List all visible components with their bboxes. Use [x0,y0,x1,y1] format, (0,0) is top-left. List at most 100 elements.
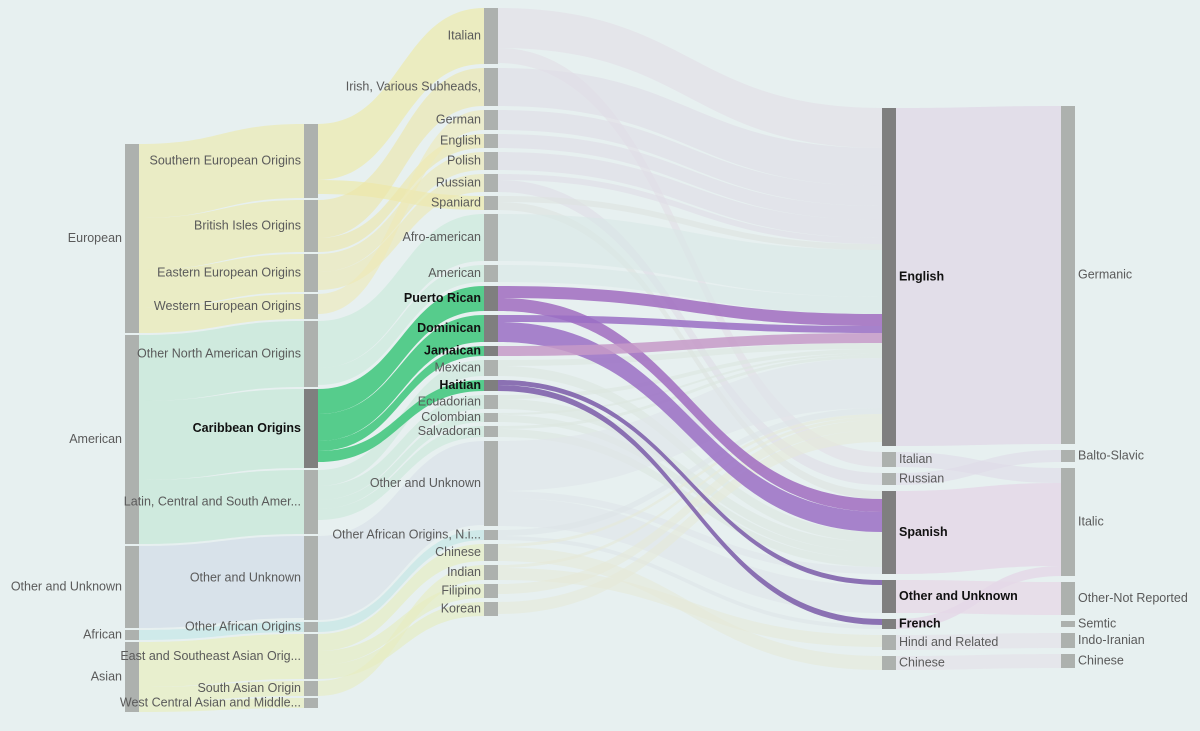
node-label: German [436,112,481,126]
node [125,335,139,544]
link [498,380,882,585]
link [498,265,882,314]
node-label: Chinese [899,655,945,669]
node-label: Indo-Iranian [1078,633,1145,647]
node [882,473,896,485]
link [498,430,882,614]
link [139,294,304,333]
node-label: Hindi and Related [899,635,998,649]
link [498,68,882,186]
node-label: European [68,231,122,245]
node [484,360,498,376]
node-label: Ecuadorian [418,394,481,408]
node-label: Other and Unknown [190,570,301,584]
node [484,441,498,526]
node-label: Southern European Origins [150,153,301,167]
link [498,399,882,552]
node [484,565,498,580]
link [318,565,484,696]
link [498,174,882,244]
node [125,546,139,628]
link [318,110,484,314]
node [1061,633,1075,648]
link [498,417,882,568]
node [125,630,139,640]
link [896,566,1061,629]
node [304,124,318,198]
node [484,584,498,598]
node [1061,582,1075,615]
link [498,568,882,647]
link [498,214,882,297]
link [498,333,882,356]
node [882,635,896,650]
node-label: Indian [447,565,481,579]
node-label: Eastern European Origins [157,265,301,279]
node [304,536,318,620]
link [318,68,484,238]
node-label: American [428,266,481,280]
node [304,470,318,534]
node-label: Other African Origins [185,619,301,633]
node [1061,654,1075,668]
node [882,491,896,574]
node [882,656,896,670]
node [484,413,498,422]
link [139,536,304,628]
link [139,321,304,401]
node-label: Italic [1078,514,1104,528]
node [484,395,498,409]
link [498,286,882,326]
node [484,286,498,311]
node-label: Other and Unknown [11,579,122,593]
node-label: Caribbean Origins [193,421,301,435]
link [318,174,484,290]
node-label: Other and Unknown [899,589,1018,603]
node [1061,106,1075,444]
node-label: Salvadoran [418,424,481,438]
node [1061,468,1075,576]
link [139,622,304,640]
node-label: East and Southeast Asian Orig... [120,649,301,663]
node-label: American [69,432,122,446]
node [484,174,498,192]
link [139,634,304,687]
link [498,315,882,333]
node-label: Other-Not Reported [1078,591,1188,605]
node [484,346,498,356]
node [882,452,896,467]
link [318,413,484,509]
node-label: Irish, Various Subheads, [346,79,481,93]
node-label: West Central Asian and Middle... [120,695,301,709]
node-label: Spaniard [431,195,481,209]
node [484,110,498,130]
link [318,265,484,385]
link [318,395,484,500]
node [304,698,318,708]
link [498,355,882,429]
link [896,483,1061,574]
node [484,315,498,342]
node [304,294,318,319]
node-label: British Isles Origins [194,218,301,232]
link [896,633,1061,650]
node-label: Balto-Slavic [1078,448,1144,462]
link [896,106,1061,446]
node [304,200,318,252]
link [498,536,882,629]
link [498,134,882,220]
node-label: Polish [447,153,481,167]
node-label: South Asian Origin [197,681,301,695]
node-label: Chinese [1078,653,1124,667]
link [498,298,882,512]
link [139,124,304,218]
link [498,408,882,536]
link [498,202,882,499]
node-label: Mexican [434,360,481,374]
node-label: Russian [436,175,481,189]
node [484,134,498,148]
node [484,196,498,210]
node [304,681,318,696]
node-label: Spanish [899,525,948,539]
